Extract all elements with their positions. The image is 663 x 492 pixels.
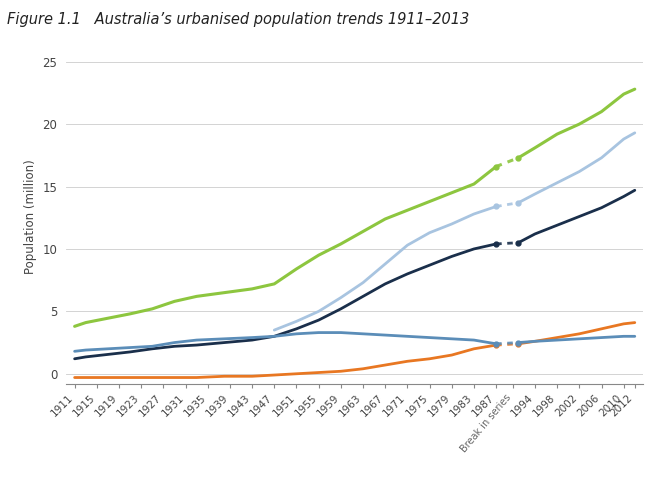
Text: Figure 1.1   Australia’s urbanised population trends 1911–2013: Figure 1.1 Australia’s urbanised populat…	[7, 12, 469, 27]
Y-axis label: Population (million): Population (million)	[24, 159, 37, 274]
Legend: Capital cities, Other major cities, Balance, Capital and Other major cities, Aus: Capital cities, Other major cities, Bala…	[32, 490, 663, 492]
